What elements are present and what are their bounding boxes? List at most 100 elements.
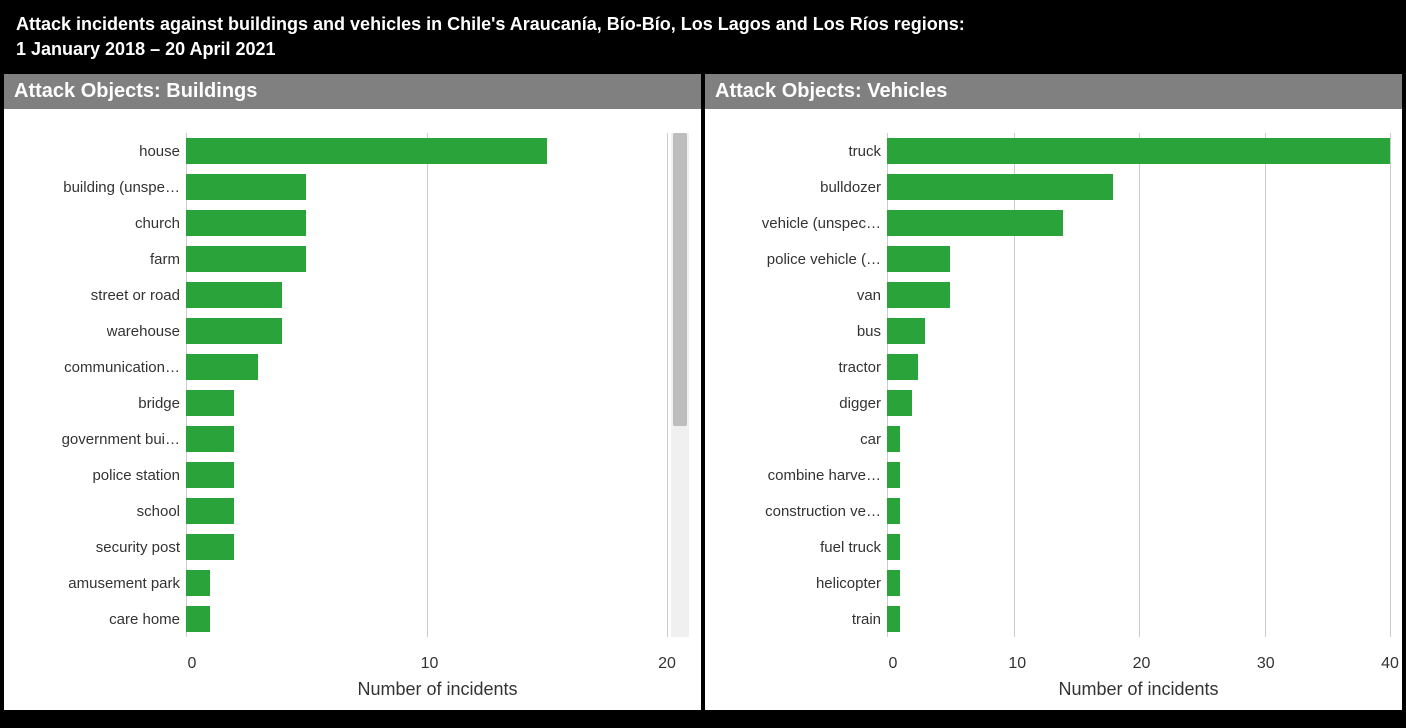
- title-line-1: Attack incidents against buildings and v…: [16, 12, 1390, 37]
- bar: [887, 354, 918, 380]
- bar-row: [887, 277, 1390, 313]
- category-label: building (unspe…: [63, 169, 180, 205]
- bar: [887, 426, 900, 452]
- category-label: amusement park: [68, 565, 180, 601]
- bar: [887, 570, 900, 596]
- bar: [186, 246, 306, 272]
- bar-row: [887, 133, 1390, 169]
- category-label: government bui…: [62, 421, 180, 457]
- footer-strip: [2, 712, 1404, 726]
- category-label: helicopter: [816, 565, 881, 601]
- category-label: police station: [92, 457, 180, 493]
- bar-row: [186, 565, 667, 601]
- y-labels: truckbulldozervehicle (unspec…police veh…: [717, 133, 887, 643]
- category-label: police vehicle (…: [767, 241, 881, 277]
- bars-area: [887, 133, 1390, 643]
- bar: [887, 174, 1113, 200]
- category-label: street or road: [91, 277, 180, 313]
- bar-row: [887, 205, 1390, 241]
- x-axis-label: Number of incidents: [4, 679, 701, 710]
- x-ticks: 010203040: [893, 655, 1390, 677]
- category-label: bus: [857, 313, 881, 349]
- category-label: security post: [96, 529, 180, 565]
- bar-row: [186, 529, 667, 565]
- bar-row: [186, 313, 667, 349]
- bar-row: [186, 457, 667, 493]
- bar-row: [887, 457, 1390, 493]
- category-label: communication…: [64, 349, 180, 385]
- category-label: care home: [109, 601, 180, 637]
- category-label: truck: [848, 133, 881, 169]
- chart-area: truckbulldozervehicle (unspec…police veh…: [705, 109, 1402, 651]
- bar: [887, 498, 900, 524]
- bar: [887, 246, 950, 272]
- bar: [186, 174, 306, 200]
- page-title: Attack incidents against buildings and v…: [2, 2, 1404, 72]
- category-label: digger: [839, 385, 881, 421]
- category-label: tractor: [838, 349, 881, 385]
- bar: [887, 138, 1390, 164]
- bar: [186, 426, 234, 452]
- x-ticks: 01020: [192, 655, 667, 677]
- x-axis: 010203040: [705, 651, 1402, 679]
- category-label: farm: [150, 241, 180, 277]
- chart-area: housebuilding (unspe…churchfarmstreet or…: [4, 109, 701, 651]
- bar: [887, 318, 925, 344]
- category-label: construction ve…: [765, 493, 881, 529]
- bars: [186, 133, 667, 637]
- bar-row: [186, 601, 667, 637]
- category-label: combine harve…: [768, 457, 881, 493]
- bar-row: [887, 421, 1390, 457]
- x-tick: 0: [188, 655, 197, 673]
- x-tick: 20: [1133, 655, 1151, 673]
- bar-row: [887, 601, 1390, 637]
- bar: [186, 318, 282, 344]
- gridline: [1390, 133, 1391, 637]
- y-labels: housebuilding (unspe…churchfarmstreet or…: [16, 133, 186, 643]
- category-label: train: [852, 601, 881, 637]
- bar: [186, 390, 234, 416]
- gridline: [667, 133, 668, 637]
- bar-row: [887, 313, 1390, 349]
- bar-row: [186, 205, 667, 241]
- bar: [887, 606, 900, 632]
- bar-row: [186, 277, 667, 313]
- bar-row: [186, 385, 667, 421]
- bar-row: [186, 421, 667, 457]
- chart-panel: Attack Objects: Vehiclestruckbulldozerve…: [703, 72, 1404, 712]
- bar-row: [887, 493, 1390, 529]
- bar-row: [186, 133, 667, 169]
- bar: [186, 570, 210, 596]
- category-label: warehouse: [107, 313, 180, 349]
- bars: [887, 133, 1390, 637]
- bar-row: [887, 169, 1390, 205]
- category-label: bridge: [138, 385, 180, 421]
- bar-row: [186, 493, 667, 529]
- x-tick: 20: [658, 655, 676, 673]
- bar-row: [186, 241, 667, 277]
- bar-row: [887, 385, 1390, 421]
- bar: [887, 534, 900, 560]
- chart-panel: Attack Objects: Buildings housebuilding (…: [2, 72, 703, 712]
- bar-row: [887, 529, 1390, 565]
- bar-row: [186, 169, 667, 205]
- x-tick: 10: [421, 655, 439, 673]
- category-label: car: [860, 421, 881, 457]
- panel-title: Attack Objects: Buildings: [4, 74, 701, 109]
- category-label: bulldozer: [820, 169, 881, 205]
- bar: [186, 534, 234, 560]
- x-axis-label: Number of incidents: [705, 679, 1402, 710]
- x-axis: 0 10 20: [4, 651, 701, 679]
- x-tick: 0: [889, 655, 898, 673]
- scrollbar-thumb[interactable]: [673, 133, 687, 425]
- x-tick: 30: [1257, 655, 1275, 673]
- bar: [186, 462, 234, 488]
- bar: [186, 138, 547, 164]
- bar: [186, 498, 234, 524]
- bar-row: [887, 349, 1390, 385]
- scrollbar[interactable]: [671, 133, 689, 637]
- category-label: vehicle (unspec…: [762, 205, 881, 241]
- bar: [887, 390, 912, 416]
- bar: [186, 606, 210, 632]
- bar-row: [887, 241, 1390, 277]
